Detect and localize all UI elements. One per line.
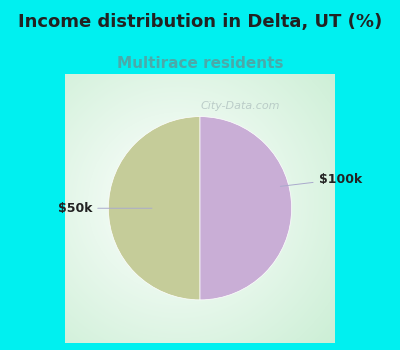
Text: Multirace residents: Multirace residents [117,56,283,71]
Text: City-Data.com: City-Data.com [201,101,280,111]
Wedge shape [108,117,200,300]
Wedge shape [200,117,292,300]
Text: $50k: $50k [58,202,152,215]
Text: Income distribution in Delta, UT (%): Income distribution in Delta, UT (%) [18,13,382,30]
Text: $100k: $100k [280,173,362,186]
